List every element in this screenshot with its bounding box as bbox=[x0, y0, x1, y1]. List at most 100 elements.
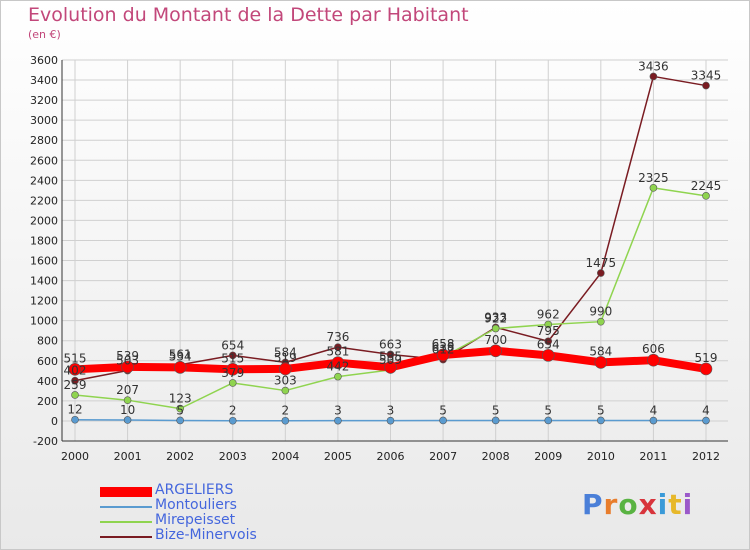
y-tick-label: 3400 bbox=[30, 74, 58, 87]
series-layer bbox=[68, 72, 713, 425]
data-label: 3 bbox=[387, 404, 395, 418]
data-point bbox=[491, 324, 500, 333]
data-point bbox=[541, 349, 555, 362]
data-point bbox=[71, 391, 79, 399]
logo-letter: t bbox=[668, 488, 683, 521]
x-tick-label: 2011 bbox=[639, 450, 667, 463]
data-label: 700 bbox=[484, 333, 507, 347]
y-tick-label: 3200 bbox=[30, 94, 58, 107]
data-point bbox=[386, 416, 395, 425]
data-point bbox=[702, 192, 710, 200]
legend-label: Mirepeisset bbox=[155, 512, 236, 528]
x-tick-label: 2000 bbox=[61, 450, 89, 463]
data-point bbox=[279, 362, 292, 376]
data-label: 535 bbox=[379, 349, 402, 363]
data-point bbox=[649, 72, 658, 81]
data-point bbox=[334, 416, 342, 425]
data-label: 584 bbox=[589, 344, 612, 358]
data-label: 5 bbox=[439, 403, 447, 417]
logo-letter: P bbox=[582, 488, 604, 521]
data-point bbox=[649, 184, 658, 192]
legend-swatch bbox=[100, 536, 152, 538]
data-label: 581 bbox=[326, 345, 349, 359]
data-label: 561 bbox=[169, 348, 192, 362]
data-point bbox=[489, 344, 502, 358]
data-label: 12 bbox=[67, 403, 82, 417]
data-label: 519 bbox=[695, 351, 718, 365]
data-label: 379 bbox=[221, 366, 244, 380]
y-tick-label: 2200 bbox=[30, 194, 58, 207]
x-tick-label: 2005 bbox=[324, 450, 352, 463]
data-label: 1475 bbox=[586, 256, 617, 270]
data-point bbox=[334, 372, 342, 381]
data-point bbox=[384, 361, 397, 374]
data-label: 2 bbox=[282, 404, 290, 418]
proxiti-logo: Proxiti bbox=[582, 488, 693, 521]
data-label: 933 bbox=[484, 310, 507, 324]
data-point bbox=[176, 416, 184, 425]
legend-swatch bbox=[100, 487, 152, 497]
y-tick-label: -200 bbox=[33, 435, 58, 448]
data-label: 606 bbox=[642, 342, 665, 356]
data-point bbox=[121, 360, 134, 374]
data-label: 922 bbox=[484, 312, 507, 326]
data-label: 10 bbox=[120, 403, 135, 417]
data-point bbox=[647, 353, 660, 367]
y-tick-label: 200 bbox=[37, 395, 58, 408]
data-label: 654 bbox=[221, 338, 244, 352]
logo-letter: i bbox=[682, 488, 694, 521]
x-tick-label: 2010 bbox=[587, 450, 615, 463]
data-point bbox=[123, 416, 132, 424]
legend-label: Montouliers bbox=[155, 497, 237, 513]
data-label: 5 bbox=[544, 403, 552, 417]
data-label: 4 bbox=[702, 404, 710, 418]
y-tick-label: 600 bbox=[37, 355, 58, 368]
logo-letter: i bbox=[657, 488, 669, 521]
data-point bbox=[334, 343, 342, 351]
y-tick-label: 2000 bbox=[30, 214, 58, 227]
data-label: 5 bbox=[492, 403, 500, 417]
y-tick-label: 3600 bbox=[30, 54, 58, 67]
y-tick-label: 3000 bbox=[30, 114, 58, 127]
data-label: 509 bbox=[379, 353, 402, 367]
data-label: 3 bbox=[334, 404, 342, 418]
y-tick-label: 2400 bbox=[30, 174, 58, 187]
data-point bbox=[71, 376, 79, 385]
x-tick-label: 2002 bbox=[166, 450, 194, 463]
data-point bbox=[597, 269, 605, 277]
x-tick-label: 2004 bbox=[271, 450, 299, 463]
data-point bbox=[173, 361, 187, 374]
data-label: 519 bbox=[274, 351, 297, 365]
data-label: 5 bbox=[597, 403, 605, 417]
data-label: 990 bbox=[589, 305, 612, 319]
data-point bbox=[702, 81, 710, 90]
data-label: 503 bbox=[116, 354, 139, 368]
data-label: 4 bbox=[650, 404, 658, 418]
chart-subtitle: (en €) bbox=[28, 28, 61, 41]
data-label: 259 bbox=[64, 378, 87, 392]
data-point bbox=[702, 416, 710, 425]
y-tick-label: 1400 bbox=[30, 275, 58, 288]
data-point bbox=[491, 416, 500, 425]
x-tick-label: 2006 bbox=[377, 450, 405, 463]
y-tick-label: 800 bbox=[37, 335, 58, 348]
data-label: 736 bbox=[326, 330, 349, 344]
data-point bbox=[436, 348, 450, 362]
x-tick-label: 2008 bbox=[482, 450, 510, 463]
logo-letter: r bbox=[603, 488, 619, 521]
data-label: 2325 bbox=[638, 171, 669, 185]
data-point bbox=[68, 363, 82, 376]
data-label: 207 bbox=[116, 383, 139, 397]
data-label: 3436 bbox=[638, 59, 669, 73]
data-label: 515 bbox=[221, 351, 244, 365]
data-label: 612 bbox=[432, 343, 455, 357]
data-label: 3345 bbox=[691, 69, 722, 83]
data-label: 654 bbox=[537, 337, 560, 351]
data-label: 442 bbox=[326, 360, 349, 374]
data-label: 2 bbox=[229, 404, 237, 418]
data-label: 303 bbox=[274, 374, 297, 388]
data-point bbox=[597, 317, 605, 326]
